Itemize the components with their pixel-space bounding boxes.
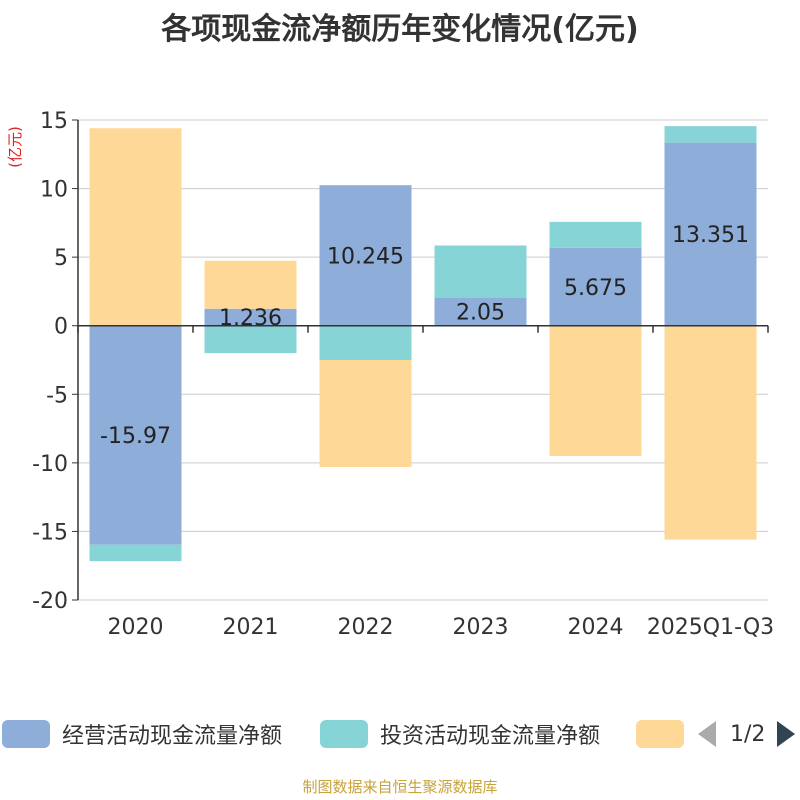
bar-series1-2020[interactable] — [89, 544, 182, 562]
source-note: 制图数据来自恒生聚源数据库 — [302, 778, 498, 796]
legend-item-operating[interactable]: 经营活动现金流量净额 — [2, 716, 282, 752]
bar-series1-2024[interactable] — [549, 221, 642, 248]
chart-title: 各项现金流净额历年变化情况(亿元) — [161, 12, 639, 47]
legend-swatch-operating — [2, 720, 50, 748]
bar-series0-2022[interactable] — [319, 185, 412, 326]
bar-series0-2020[interactable] — [89, 325, 182, 545]
pager-next-icon[interactable] — [777, 721, 796, 747]
bar-series2-2020[interactable] — [89, 128, 182, 326]
x-tick-label: 2023 — [453, 615, 509, 640]
bar-series1-2023[interactable] — [434, 245, 527, 298]
y-tick-label: -15 — [32, 520, 68, 545]
y-tick-label: 5 — [54, 246, 68, 271]
y-tick-label: 10 — [40, 178, 68, 203]
legend-label-investing: 投资活动现金流量净额 — [380, 724, 601, 749]
pager-prev-icon[interactable] — [698, 721, 716, 747]
legend-pager: 1/2 — [698, 716, 796, 752]
bar-series0-2024[interactable] — [549, 247, 642, 326]
bar-series1-2025Q1-Q3[interactable] — [664, 126, 757, 143]
data-label-2021: 1.236 — [219, 306, 282, 331]
data-label-2022: 10.245 — [327, 244, 404, 269]
data-label-2024: 5.675 — [564, 276, 627, 301]
x-tick-label: 2022 — [338, 615, 394, 640]
x-tick-label: 2021 — [223, 615, 279, 640]
legend-item-financing[interactable] — [636, 716, 696, 752]
legend-swatch-financing — [636, 720, 684, 748]
y-tick-label: 15 — [40, 109, 68, 134]
data-label-2025Q1-Q3: 13.351 — [672, 223, 749, 248]
bar-series2-2024[interactable] — [549, 325, 642, 456]
bar-series1-2022[interactable] — [319, 325, 412, 360]
data-label-2023: 2.05 — [456, 301, 505, 326]
y-axis-label: (亿元) — [6, 126, 24, 168]
bar-series2-2022[interactable] — [319, 360, 412, 467]
pager-text: 1/2 — [730, 721, 766, 747]
y-tick-label: -10 — [32, 452, 68, 477]
chart-plot: (亿元) 15 10 5 0 -5 -10 -15 -20 2020 2021 2022 2023 20… — [6, 109, 774, 640]
legend: 经营活动现金流量净额 投资活动现金流量净额 1/2 — [0, 716, 800, 756]
y-tick-label: 0 — [54, 315, 68, 340]
bar-series0-2025Q1-Q3[interactable] — [664, 142, 757, 326]
x-tick-label: 2020 — [108, 615, 164, 640]
legend-swatch-investing — [320, 720, 368, 748]
x-tick-label: 2024 — [568, 615, 624, 640]
bar-series2-2021[interactable] — [204, 260, 297, 309]
x-tick-label: 2025Q1-Q3 — [647, 615, 774, 640]
bar-series2-2025Q1-Q3[interactable] — [664, 325, 757, 540]
legend-label-operating: 经营活动现金流量净额 — [62, 724, 283, 749]
bar-series0-2023[interactable] — [434, 297, 527, 326]
data-label-2020: -15.97 — [100, 424, 171, 449]
legend-item-investing[interactable]: 投资活动现金流量净额 — [320, 716, 600, 752]
y-tick-label: -5 — [46, 383, 68, 408]
y-tick-label: -20 — [32, 589, 68, 614]
bar-series0-2021[interactable] — [204, 308, 297, 326]
bar-series1-2021[interactable] — [204, 325, 297, 354]
